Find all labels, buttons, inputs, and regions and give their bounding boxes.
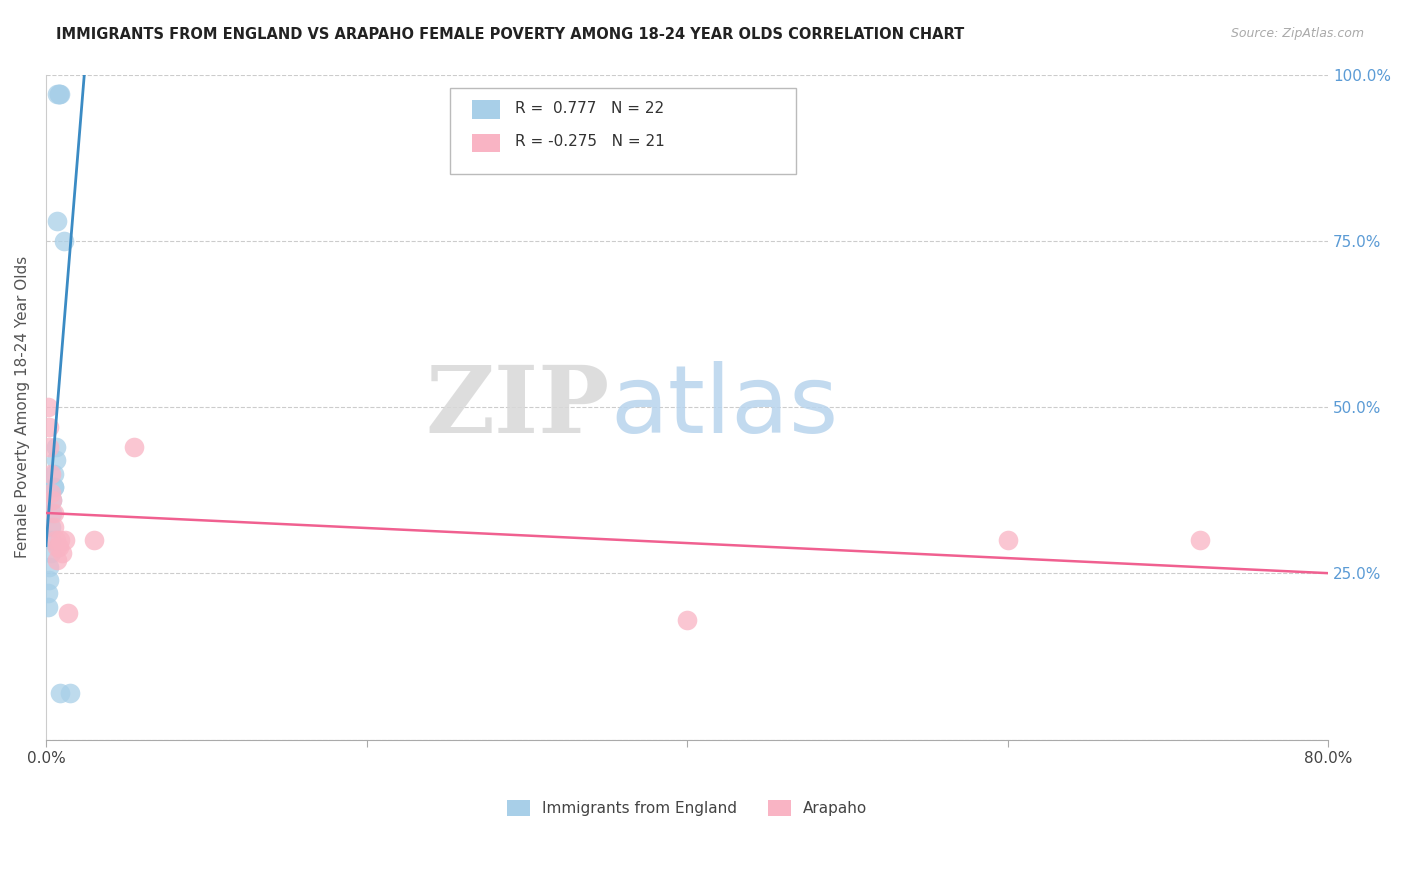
Point <box>46 553 69 567</box>
Text: Source: ZipAtlas.com: Source: ZipAtlas.com <box>1230 27 1364 40</box>
Point <box>1188 533 1211 547</box>
Point <box>51 546 73 560</box>
Point <box>38 440 60 454</box>
Point <box>45 440 67 454</box>
Point <box>38 420 60 434</box>
Text: atlas: atlas <box>610 361 838 453</box>
Y-axis label: Female Poverty Among 18-24 Year Olds: Female Poverty Among 18-24 Year Olds <box>15 256 30 558</box>
Point <box>37 400 59 414</box>
Point <box>46 540 69 554</box>
Point <box>45 533 67 547</box>
FancyBboxPatch shape <box>471 134 501 153</box>
Point <box>39 546 62 560</box>
Point <box>997 533 1019 547</box>
Point <box>49 87 72 102</box>
Point <box>58 606 80 620</box>
Point <box>37 599 59 614</box>
Point <box>59 686 82 700</box>
Point <box>41 493 63 508</box>
Point <box>83 533 105 547</box>
Point <box>42 480 65 494</box>
Point <box>676 613 699 627</box>
Point <box>122 440 145 454</box>
Point <box>41 507 63 521</box>
FancyBboxPatch shape <box>471 101 501 119</box>
Point <box>39 533 62 547</box>
Text: R =  0.777   N = 22: R = 0.777 N = 22 <box>515 101 665 116</box>
Text: IMMIGRANTS FROM ENGLAND VS ARAPAHO FEMALE POVERTY AMONG 18-24 YEAR OLDS CORRELAT: IMMIGRANTS FROM ENGLAND VS ARAPAHO FEMAL… <box>56 27 965 42</box>
Point <box>52 234 75 248</box>
Point <box>45 453 67 467</box>
Point <box>48 87 70 102</box>
Point <box>46 87 69 102</box>
Point <box>46 214 69 228</box>
Point <box>42 480 65 494</box>
Point <box>53 533 76 547</box>
Text: R = -0.275   N = 21: R = -0.275 N = 21 <box>515 134 665 149</box>
FancyBboxPatch shape <box>450 87 796 174</box>
Point <box>48 87 70 102</box>
Point <box>39 467 62 481</box>
Point <box>37 586 59 600</box>
Point <box>38 559 60 574</box>
Point <box>42 467 65 481</box>
Point <box>42 520 65 534</box>
Point <box>41 493 63 508</box>
Point <box>39 486 62 500</box>
Point <box>39 520 62 534</box>
Point <box>38 573 60 587</box>
Point <box>48 540 70 554</box>
Point <box>49 533 72 547</box>
Legend: Immigrants from England, Arapaho: Immigrants from England, Arapaho <box>501 794 873 822</box>
Point <box>49 686 72 700</box>
Text: ZIP: ZIP <box>426 362 610 452</box>
Point <box>42 507 65 521</box>
